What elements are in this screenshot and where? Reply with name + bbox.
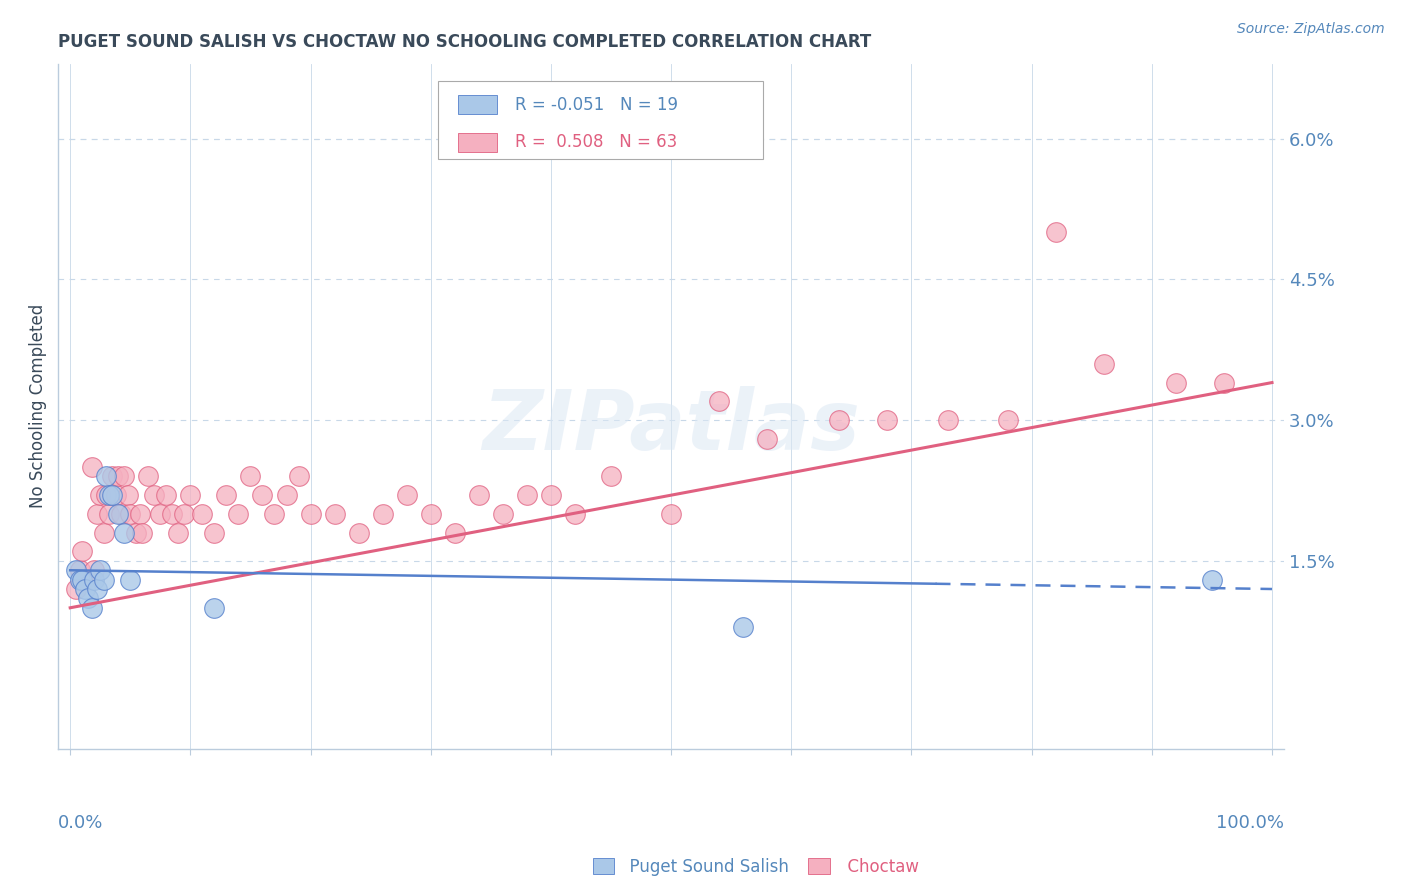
Point: [299, 507, 322, 521]
Point: [492, 507, 515, 521]
Point: [371, 507, 394, 521]
Point: [80, 600, 103, 615]
Point: [1164, 376, 1187, 390]
Text: Puget Sound Salish: Puget Sound Salish: [619, 858, 789, 876]
Y-axis label: No Schooling Completed: No Schooling Completed: [30, 304, 46, 508]
Point: [65, 563, 87, 577]
Point: [228, 507, 250, 521]
Point: [191, 507, 214, 521]
Point: [89, 563, 111, 577]
Point: [80, 460, 103, 475]
Point: [96, 488, 118, 502]
Point: [347, 525, 370, 540]
Point: [263, 507, 285, 521]
Point: [659, 507, 682, 521]
Point: [70, 544, 93, 558]
Point: [756, 432, 779, 446]
Bar: [808, 858, 830, 874]
Point: [128, 507, 150, 521]
Point: [876, 413, 898, 427]
Point: [73, 582, 96, 596]
Point: [93, 573, 115, 587]
Point: [733, 619, 755, 633]
Point: [828, 413, 851, 427]
Point: [202, 600, 225, 615]
Point: [83, 573, 105, 587]
Point: [443, 525, 465, 540]
Point: [1092, 357, 1115, 371]
Point: [179, 488, 201, 502]
Point: [276, 488, 298, 502]
Point: [173, 507, 195, 521]
Point: [709, 394, 731, 409]
Point: [149, 507, 172, 521]
Point: [287, 469, 309, 483]
Point: [155, 488, 177, 502]
Text: R = -0.051   N = 19: R = -0.051 N = 19: [516, 95, 679, 113]
Point: [1045, 226, 1067, 240]
Point: [107, 469, 129, 483]
Point: [468, 488, 491, 502]
Bar: [593, 858, 614, 874]
Point: [131, 525, 153, 540]
Text: PUGET SOUND SALISH VS CHOCTAW NO SCHOOLING COMPLETED CORRELATION CHART: PUGET SOUND SALISH VS CHOCTAW NO SCHOOLI…: [58, 33, 872, 51]
Point: [70, 573, 93, 587]
Point: [89, 488, 111, 502]
Point: [65, 582, 87, 596]
Point: [239, 469, 262, 483]
Text: Source: ZipAtlas.com: Source: ZipAtlas.com: [1237, 22, 1385, 37]
Point: [252, 488, 274, 502]
Point: [112, 469, 135, 483]
Point: [117, 488, 139, 502]
Point: [69, 573, 91, 587]
Point: [162, 507, 184, 521]
Point: [143, 488, 166, 502]
Text: Choctaw: Choctaw: [837, 858, 918, 876]
FancyBboxPatch shape: [439, 80, 763, 160]
Point: [1213, 376, 1236, 390]
Point: [77, 573, 100, 587]
Text: 0.0%: 0.0%: [58, 814, 104, 832]
Point: [323, 507, 346, 521]
Point: [1201, 573, 1223, 587]
Point: [101, 488, 124, 502]
Point: [101, 469, 124, 483]
Point: [564, 507, 586, 521]
Point: [516, 488, 538, 502]
Point: [83, 563, 105, 577]
Point: [104, 488, 127, 502]
Point: [125, 525, 148, 540]
Point: [86, 582, 108, 596]
Point: [136, 469, 159, 483]
Point: [600, 469, 623, 483]
Point: [936, 413, 959, 427]
Text: 100.0%: 100.0%: [1216, 814, 1284, 832]
Point: [112, 525, 135, 540]
Point: [997, 413, 1019, 427]
FancyBboxPatch shape: [458, 133, 498, 152]
Point: [77, 591, 100, 606]
Point: [120, 507, 142, 521]
Point: [167, 525, 190, 540]
Point: [97, 488, 120, 502]
Point: [69, 563, 91, 577]
Point: [202, 525, 225, 540]
FancyBboxPatch shape: [458, 95, 498, 114]
Point: [93, 525, 115, 540]
Point: [540, 488, 562, 502]
Point: [120, 573, 142, 587]
Point: [96, 469, 118, 483]
Point: [419, 507, 441, 521]
Point: [110, 507, 132, 521]
Point: [215, 488, 238, 502]
Point: [97, 507, 120, 521]
Point: [73, 573, 96, 587]
Text: R =  0.508   N = 63: R = 0.508 N = 63: [516, 133, 678, 152]
Text: ZIPatlas: ZIPatlas: [482, 386, 860, 467]
Point: [107, 507, 129, 521]
Point: [395, 488, 418, 502]
Point: [86, 507, 108, 521]
